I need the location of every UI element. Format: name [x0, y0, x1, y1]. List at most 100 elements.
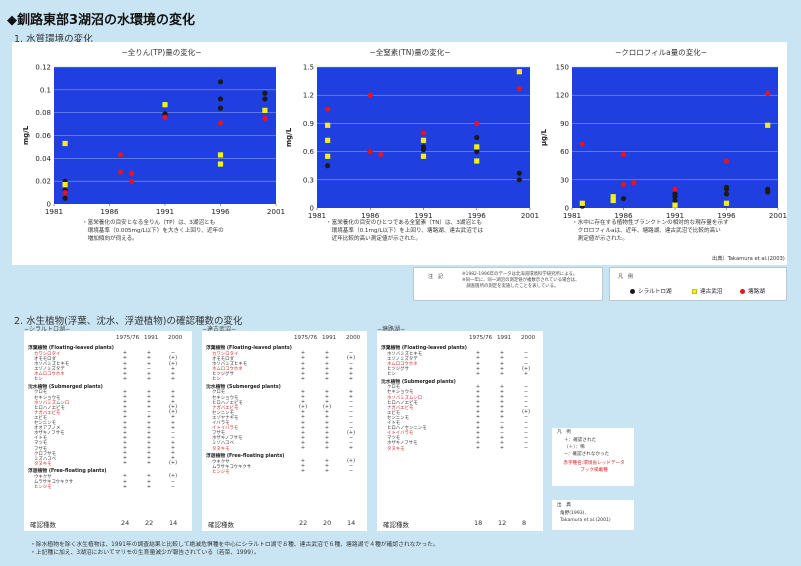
species-table-shiraruto: 1975/76 1991 2000 浮葉植物 (Floating-leaved pla…	[24, 331, 192, 531]
presence-mark: +	[300, 375, 306, 382]
data-point-toro	[129, 178, 135, 184]
presence-mark: +	[324, 360, 330, 367]
presence-mark: −	[523, 360, 529, 367]
presence-mark: +	[122, 370, 128, 377]
species-name: フサモ	[34, 446, 48, 452]
species-name: ヒツジグサ	[387, 367, 409, 373]
data-point-shiraruto	[62, 195, 68, 201]
species-name: ネムロコウホネ	[387, 362, 418, 367]
legend-red-note: 赤字種名:環境省レッドデータ ブック掲載種	[563, 461, 625, 473]
presence-mark: +	[348, 370, 354, 377]
species-name: ヒロハノエビモ	[212, 400, 243, 406]
presence-mark: −	[523, 424, 529, 431]
presence-mark: +	[499, 445, 505, 451]
presence-mark: +	[348, 365, 354, 372]
species-name: ホソバミズムシロ	[34, 400, 70, 406]
presence-mark: −	[348, 350, 354, 357]
species-name: ナガバエビモ	[387, 405, 414, 411]
species-table-toro: 1975/76 1991 2000 浮葉植物 (Floating-leaved pla…	[377, 331, 543, 531]
presence-mark: +	[499, 350, 505, 357]
presence-mark: +	[300, 409, 306, 416]
presence-mark: +	[475, 388, 481, 395]
presence-mark: +	[170, 445, 176, 451]
presence-mark: +	[499, 409, 505, 416]
presence-mark: +	[146, 370, 152, 377]
species-name: ヒロハノエビモ	[387, 400, 418, 406]
y-tick-label: 0.02	[35, 178, 51, 186]
presence-mark: +	[122, 455, 128, 462]
footer-note-1: ・除水植物を除く水生植物は、1991年の調査結果と比較して絶滅危惧種を中心にシラ…	[30, 542, 439, 548]
data-point-shiraruto	[516, 177, 522, 183]
chla-chart: 0 30 60 90 120 150 1981 1986 1991 1996 2001 μg/L	[540, 64, 787, 221]
presence-mark: +	[475, 350, 481, 357]
presence-mark: +	[122, 404, 128, 411]
presence-mark: +	[348, 394, 354, 400]
data-point-toro	[378, 151, 384, 158]
presence-mark: +	[324, 434, 330, 441]
presence-mark: +	[170, 370, 176, 377]
data-point-toro	[262, 115, 268, 121]
source-citation-1: 出典）Takamura et al.(2003)	[712, 256, 785, 262]
presence-mark: +	[122, 375, 128, 382]
data-point-takkobu	[325, 137, 331, 143]
data-point-takkobu	[723, 200, 730, 206]
presence-mark: +	[146, 355, 152, 362]
species-name: クロモ	[34, 390, 48, 396]
presence-mark: −	[170, 429, 176, 436]
source-text: 角野(1993), Takamura et al.(2001)	[560, 511, 611, 523]
year-header: 2000	[521, 335, 536, 341]
presence-mark: +	[122, 388, 128, 395]
presence-mark: −	[348, 424, 354, 431]
species-name: センニンモ	[34, 421, 56, 426]
presence-mark: +	[475, 399, 481, 406]
species-name: ミゾハコベ	[212, 441, 234, 447]
presence-mark: −	[523, 394, 529, 400]
presence-mark: −	[170, 478, 176, 485]
chart-title-chla: −クロロフィルa量の変化−	[614, 48, 707, 57]
data-point-toro	[62, 189, 68, 196]
species-name: エビモ	[34, 415, 48, 421]
species-name: セキショウモ	[212, 395, 239, 401]
species-name: ムラサキコウキクサ	[212, 464, 252, 470]
presence-mark: −	[523, 434, 529, 441]
legend-title: 凡 例	[618, 274, 634, 280]
species-name: ホソバミズヒキモ	[212, 362, 248, 367]
presence-mark: +	[170, 375, 176, 382]
y-tick-label: 150	[556, 64, 569, 72]
y-axis-label: mg/L	[285, 127, 293, 147]
x-tick-label: 2001	[769, 211, 787, 220]
presence-mark: −	[523, 350, 529, 357]
presence-mark: +	[170, 450, 176, 457]
total-count: 12	[498, 519, 507, 527]
presence-mark: +	[300, 468, 306, 475]
data-point-toro	[420, 130, 427, 136]
data-point-shiraruto	[325, 163, 331, 169]
presence-mark: +	[170, 419, 176, 426]
presence-mark: +	[324, 429, 330, 436]
presence-mark: −	[348, 404, 354, 411]
presence-mark: −	[170, 483, 176, 490]
total-label: 確認種数	[30, 521, 56, 529]
species-name: ホザキノフサモ	[212, 436, 243, 442]
presence-mark: +	[475, 439, 481, 446]
presence-mark: +	[348, 445, 354, 451]
presence-mark: +	[146, 404, 152, 411]
presence-mark: +	[122, 450, 128, 457]
presence-mark: +	[475, 445, 481, 451]
species-name: イトイバラモ	[212, 426, 239, 432]
presence-mark: +	[475, 414, 481, 421]
chart-title-tn: −全窒素(TN)量の変化−	[369, 48, 451, 57]
presence-mark: (+)	[168, 473, 178, 480]
presence-mark: +	[146, 434, 152, 441]
presence-mark: +	[300, 429, 306, 436]
species-name: マツモ	[34, 441, 48, 447]
presence-mark: +	[499, 424, 505, 431]
presence-mark: −	[170, 434, 176, 441]
presence-mark: +	[300, 445, 306, 451]
total-count: 18	[474, 519, 483, 527]
presence-mark: +	[324, 375, 330, 382]
presence-mark: −	[523, 414, 529, 421]
species-name: クロモ	[387, 385, 401, 391]
presence-mark: +	[122, 414, 128, 421]
presence-mark: +	[475, 404, 481, 411]
